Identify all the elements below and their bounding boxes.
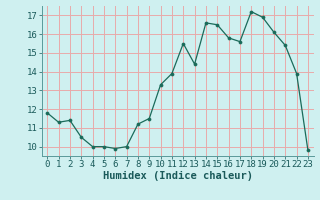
X-axis label: Humidex (Indice chaleur): Humidex (Indice chaleur) (103, 171, 252, 181)
